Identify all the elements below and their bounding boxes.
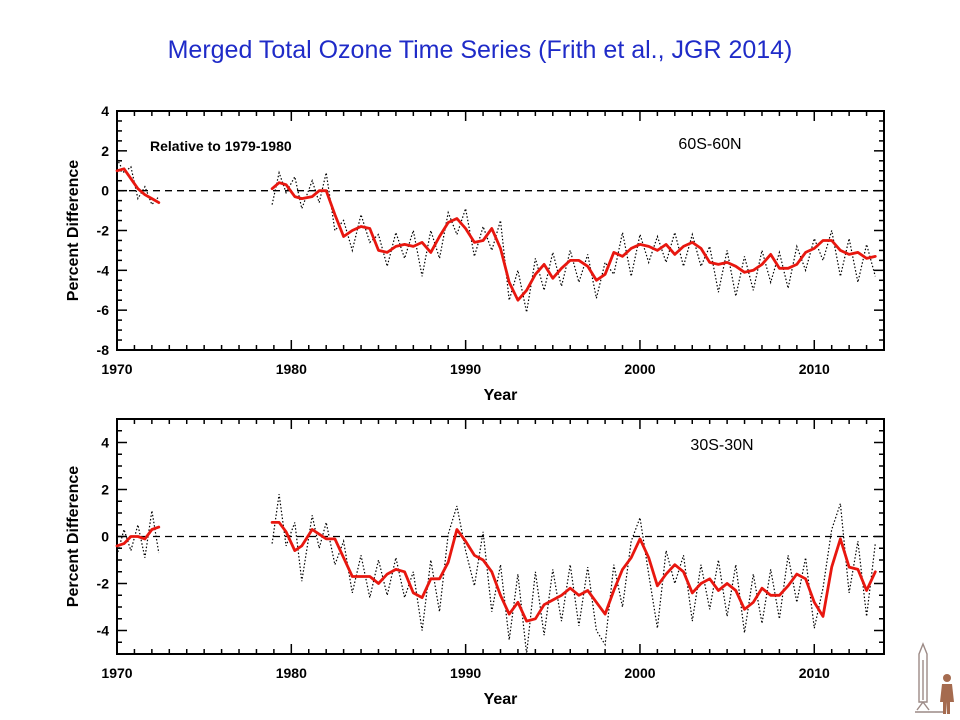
x-axis-title: Year	[484, 387, 518, 404]
y-tick-label: 4	[101, 435, 109, 451]
x-tick-label: 1990	[450, 665, 481, 681]
x-tick-label: 1970	[101, 665, 132, 681]
raw-series-line-1	[116, 510, 160, 558]
region-label: 30S-30N	[690, 437, 753, 454]
x-tick-label: 2010	[799, 665, 830, 681]
x-tick-label: 1980	[276, 361, 307, 377]
raw-series-line-1	[116, 158, 160, 206]
y-tick-label: -6	[97, 302, 110, 318]
ozone-chart-60s-60n: 1970 1980 1990 2000 2010 4 2 0 -2 -4 -6 -8 Year Perce…	[65, 103, 885, 404]
x-tick-label: 1970	[101, 361, 132, 377]
y-tick-label: -2	[97, 576, 110, 592]
y-tick-label: -4	[97, 262, 110, 278]
y-tick-label: -2	[97, 223, 110, 239]
smoothed-series-line-1	[115, 525, 161, 548]
smoothed-series-line-1	[115, 167, 161, 204]
x-tick-label: 1990	[450, 361, 481, 377]
y-tick-label: 0	[101, 529, 109, 545]
y-tick-label: 4	[101, 103, 109, 119]
x-axis-title: Year	[484, 691, 518, 708]
raw-series-line-2	[271, 170, 876, 313]
slide-title: Merged Total Ozone Time Series (Frith et…	[167, 36, 793, 64]
smoothed-series-line-2	[270, 181, 877, 302]
region-label: 60S-60N	[678, 136, 741, 153]
x-tick-label: 1980	[276, 665, 307, 681]
raw-series-line-2	[271, 494, 876, 655]
smoothed-series-line-2	[270, 521, 877, 623]
reference-period-note: Relative to 1979-1980	[150, 138, 292, 154]
x-tick-label: 2010	[799, 361, 830, 377]
rocket-and-scientist-logo	[915, 642, 954, 714]
x-tick-label: 2000	[624, 361, 655, 377]
y-axis-title: Percent Difference	[65, 466, 82, 607]
y-axis-title: Percent Difference	[65, 160, 82, 301]
y-tick-label: 0	[101, 183, 109, 199]
y-tick-label: -8	[97, 342, 110, 358]
ozone-chart-30s-30n: 1970 1980 1990 2000 2010 4 2 0 -2 -4 Year Percent D…	[65, 418, 885, 708]
y-tick-label: 2	[101, 482, 109, 498]
y-tick-label: 2	[101, 143, 109, 159]
x-tick-label: 2000	[624, 665, 655, 681]
y-tick-label: -4	[97, 623, 110, 639]
